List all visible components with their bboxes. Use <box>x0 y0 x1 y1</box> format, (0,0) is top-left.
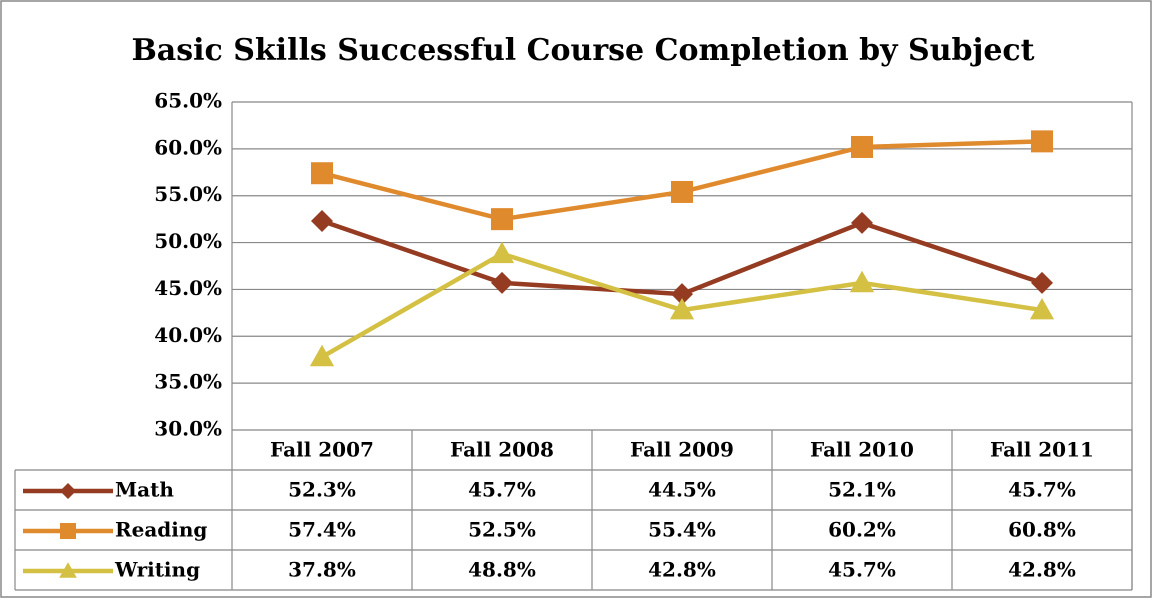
data-label: 52.5% <box>468 518 536 542</box>
x-tick-label: Fall 2010 <box>810 438 914 462</box>
marker <box>311 162 333 185</box>
data-label: 44.5% <box>648 478 716 502</box>
x-tick-label: Fall 2007 <box>270 438 374 462</box>
x-tick-label: Fall 2009 <box>630 438 734 462</box>
marker <box>671 283 693 306</box>
marker <box>851 211 873 234</box>
marker <box>851 135 873 158</box>
marker <box>669 297 695 320</box>
x-tick-label: Fall 2008 <box>450 438 554 462</box>
y-tick-label: 45.0% <box>154 276 222 300</box>
marker <box>60 483 76 499</box>
marker <box>491 208 513 231</box>
y-tick-label: 50.0% <box>154 229 222 253</box>
marker <box>491 271 513 294</box>
data-label: 55.4% <box>648 518 716 542</box>
data-label: 42.8% <box>1008 558 1076 582</box>
y-tick-label: 55.0% <box>154 182 222 206</box>
y-tick-label: 40.0% <box>154 323 222 347</box>
data-label: 37.8% <box>288 558 356 582</box>
marker <box>1031 130 1053 153</box>
data-label: 42.8% <box>648 558 716 582</box>
marker <box>849 270 875 293</box>
data-label: 45.7% <box>828 558 896 582</box>
data-label: 57.4% <box>288 518 356 542</box>
legend-label: Reading <box>115 518 207 542</box>
chart-title: Basic Skills Successful Course Completio… <box>131 33 1034 68</box>
marker <box>309 344 335 367</box>
data-label: 60.8% <box>1008 518 1076 542</box>
data-label: 60.2% <box>828 518 896 542</box>
marker <box>1029 297 1055 320</box>
data-label: 45.7% <box>1008 478 1076 502</box>
marker <box>311 210 333 233</box>
legend-label: Writing <box>114 558 200 582</box>
data-label: 52.1% <box>828 478 896 502</box>
marker <box>671 180 693 203</box>
data-label: 45.7% <box>468 478 536 502</box>
y-tick-label: 60.0% <box>154 135 222 159</box>
marker <box>60 523 76 539</box>
marker <box>59 562 77 578</box>
y-tick-label: 30.0% <box>154 417 222 441</box>
data-label: 48.8% <box>468 558 536 582</box>
data-label: 52.3% <box>288 478 356 502</box>
y-tick-label: 35.0% <box>154 370 222 394</box>
y-tick-label: 65.0% <box>154 89 222 113</box>
marker <box>1031 271 1053 294</box>
legend-label: Math <box>115 478 174 502</box>
marker <box>489 241 515 264</box>
x-tick-label: Fall 2011 <box>990 438 1094 462</box>
